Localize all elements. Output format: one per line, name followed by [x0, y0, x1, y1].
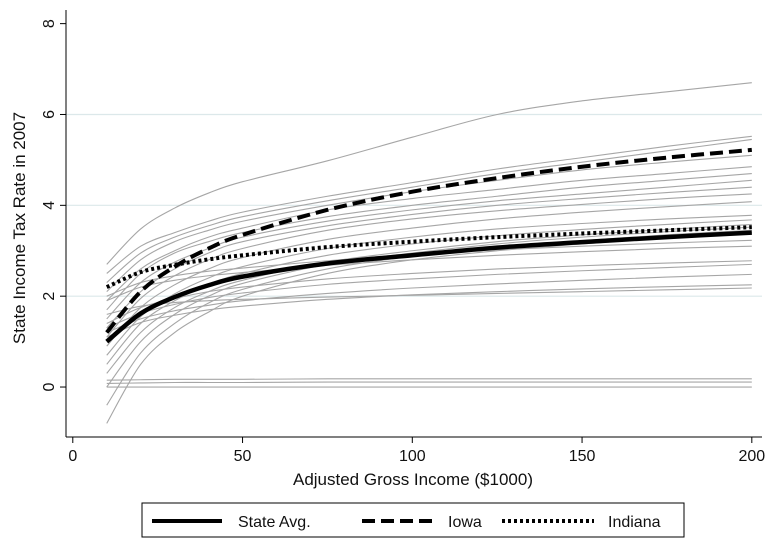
x-axis-title: Adjusted Gross Income ($1000)	[293, 470, 533, 489]
line-indiana	[105, 225, 752, 289]
state-line-3	[106, 154, 752, 293]
line-state-avg	[105, 230, 752, 344]
legend: State Avg. Iowa Indiana	[141, 502, 685, 538]
state-line-18	[106, 260, 752, 324]
state-line-17	[106, 245, 752, 302]
y-tick-label-0: 0	[41, 382, 58, 391]
state-line-23	[106, 378, 752, 381]
state-line-8	[106, 193, 752, 338]
state-line-5	[106, 172, 752, 311]
y-axis-title: State Income Tax Rate in 2007	[10, 112, 29, 344]
legend-label-iowa: Iowa	[448, 514, 482, 531]
y-tick-label-8: 8	[41, 19, 58, 28]
state-line-19	[106, 263, 752, 329]
background-state-lines	[106, 82, 752, 424]
state-line-10	[106, 214, 752, 356]
y-tick-label-4: 4	[41, 201, 58, 210]
state-line-6	[106, 179, 752, 320]
state-line-13	[106, 226, 752, 388]
y-tick-label-6: 6	[41, 110, 58, 119]
state-line-21	[106, 284, 752, 338]
y-axis-ticks: 0 2 4 6 8	[41, 19, 66, 391]
state-line-11	[106, 219, 752, 365]
state-line-4	[106, 166, 752, 302]
state-line-20	[106, 273, 752, 334]
legend-label-state-avg: State Avg.	[238, 514, 311, 531]
x-axis-ticks: 0 50 100 150 200	[68, 437, 765, 465]
state-line-9	[106, 201, 752, 347]
state-line-7	[106, 186, 752, 329]
state-line-2	[106, 138, 752, 283]
x-tick-label-0: 0	[68, 448, 77, 465]
y-tick-label-2: 2	[41, 292, 58, 301]
state-line-0	[106, 82, 752, 265]
x-tick-label-200: 200	[738, 448, 765, 465]
x-tick-label-100: 100	[399, 448, 426, 465]
line-iowa	[105, 147, 752, 334]
legend-label-indiana: Indiana	[608, 514, 661, 531]
x-tick-label-50: 50	[234, 448, 252, 465]
state-line-15	[106, 232, 752, 424]
state-line-22	[106, 287, 752, 315]
state-line-24	[106, 381, 752, 384]
x-tick-label-150: 150	[569, 448, 596, 465]
highlighted-lines	[105, 147, 752, 344]
state-line-1	[106, 135, 752, 274]
